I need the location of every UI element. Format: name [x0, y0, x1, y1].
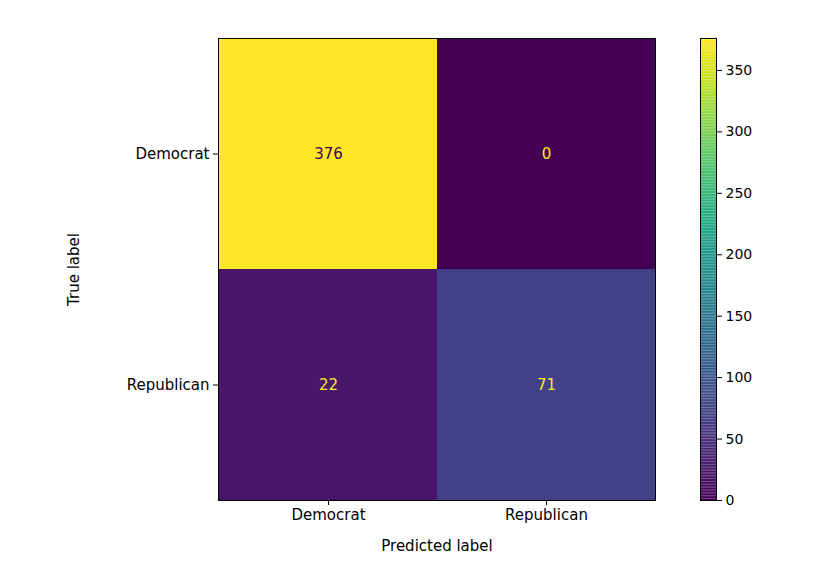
svg-text:Republican: Republican: [127, 376, 210, 394]
svg-text:300: 300: [726, 123, 753, 139]
svg-text:Democrat: Democrat: [291, 506, 365, 524]
svg-text:Predicted label: Predicted label: [381, 537, 492, 555]
svg-text:376: 376: [314, 145, 343, 163]
svg-text:0: 0: [726, 492, 735, 508]
svg-text:200: 200: [726, 246, 753, 262]
svg-text:True label: True label: [65, 233, 83, 307]
svg-text:0: 0: [542, 145, 552, 163]
svg-text:Democrat: Democrat: [135, 145, 209, 163]
svg-text:100: 100: [726, 369, 753, 385]
svg-text:350: 350: [726, 62, 753, 78]
svg-text:71: 71: [537, 376, 556, 394]
svg-text:150: 150: [726, 308, 753, 324]
svg-text:Republican: Republican: [505, 506, 588, 524]
svg-text:250: 250: [726, 185, 753, 201]
svg-text:22: 22: [319, 376, 338, 394]
svg-text:50: 50: [726, 431, 744, 447]
